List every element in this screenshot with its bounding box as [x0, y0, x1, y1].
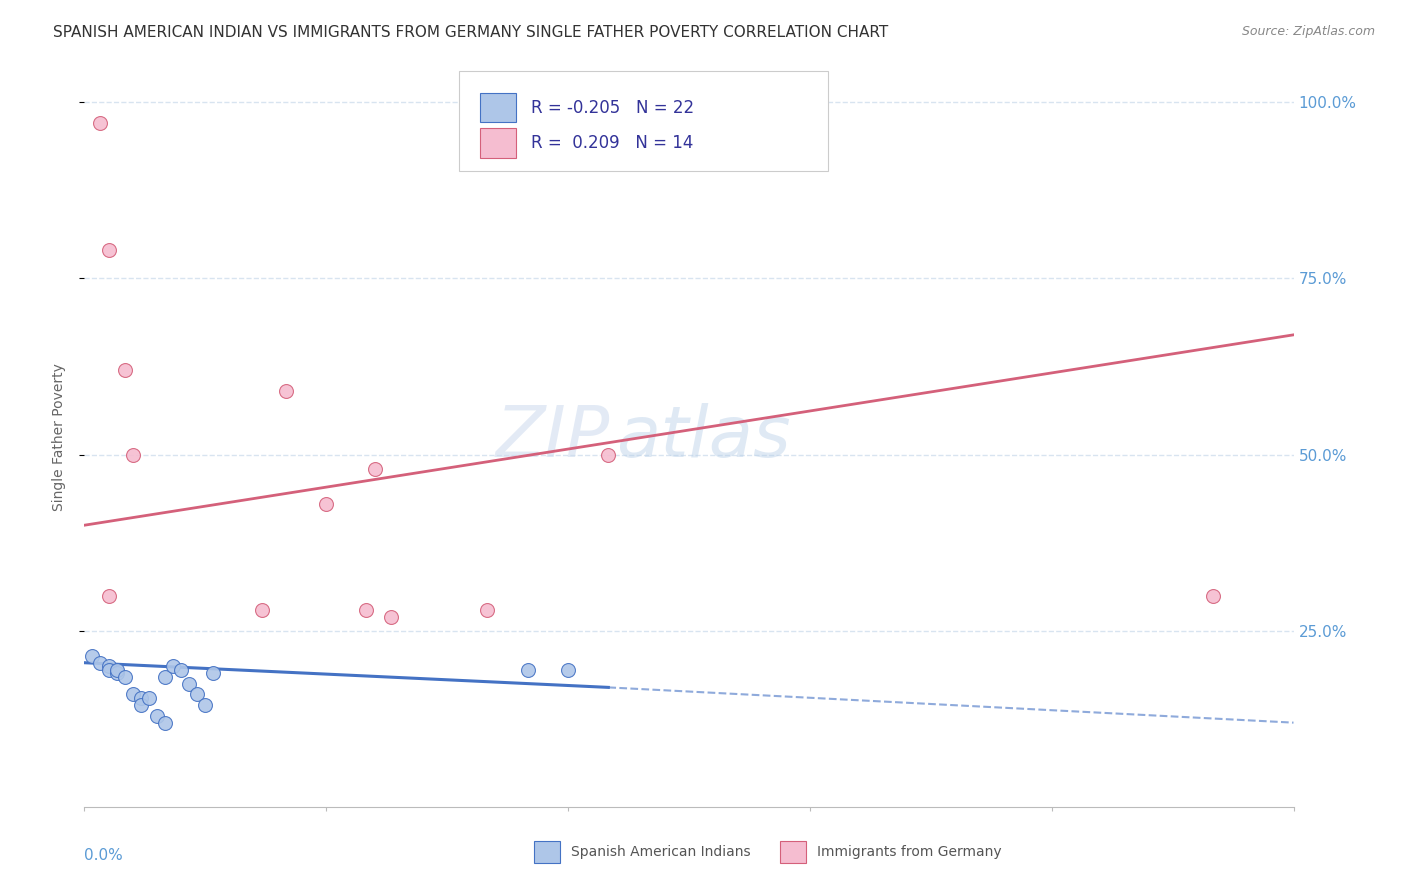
Point	[250, 603, 273, 617]
Point	[129, 690, 152, 705]
Y-axis label: Single Father Poverty: Single Father Poverty	[52, 363, 66, 511]
Point	[97, 663, 120, 677]
Text: SPANISH AMERICAN INDIAN VS IMMIGRANTS FROM GERMANY SINGLE FATHER POVERTY CORRELA: SPANISH AMERICAN INDIAN VS IMMIGRANTS FR…	[53, 25, 889, 40]
Point	[162, 659, 184, 673]
Text: Source: ZipAtlas.com: Source: ZipAtlas.com	[1241, 25, 1375, 38]
Point	[315, 497, 337, 511]
Point	[380, 610, 402, 624]
Point	[477, 603, 499, 617]
Point	[516, 663, 538, 677]
Point	[82, 648, 104, 663]
Point	[97, 589, 120, 603]
Point	[274, 384, 297, 399]
Text: Immigrants from Germany: Immigrants from Germany	[817, 846, 1001, 859]
Point	[89, 656, 111, 670]
Point	[105, 666, 128, 681]
Point	[146, 708, 169, 723]
Text: ZIP: ZIP	[496, 402, 610, 472]
Point	[363, 462, 385, 476]
Bar	[479, 128, 516, 158]
Text: R = -0.205   N = 22: R = -0.205 N = 22	[530, 99, 693, 117]
Point	[194, 698, 217, 712]
Point	[170, 663, 193, 677]
Point	[114, 363, 136, 377]
Point	[202, 666, 225, 681]
Text: R =  0.209   N = 14: R = 0.209 N = 14	[530, 134, 693, 153]
Bar	[479, 93, 516, 122]
Point	[89, 116, 111, 130]
Point	[1202, 589, 1225, 603]
Point	[557, 663, 579, 677]
Point	[138, 690, 160, 705]
Point	[97, 244, 120, 258]
Point	[186, 688, 208, 702]
Point	[114, 670, 136, 684]
Point	[356, 603, 378, 617]
Text: atlas: atlas	[616, 402, 792, 472]
Text: 0.0%: 0.0%	[84, 848, 124, 863]
Point	[121, 688, 143, 702]
Point	[97, 659, 120, 673]
Point	[153, 670, 176, 684]
Point	[105, 663, 128, 677]
Point	[179, 677, 201, 691]
Point	[153, 715, 176, 730]
FancyBboxPatch shape	[460, 70, 828, 170]
Point	[598, 448, 620, 462]
Text: Spanish American Indians: Spanish American Indians	[571, 846, 751, 859]
Point	[121, 448, 143, 462]
Point	[129, 698, 152, 712]
